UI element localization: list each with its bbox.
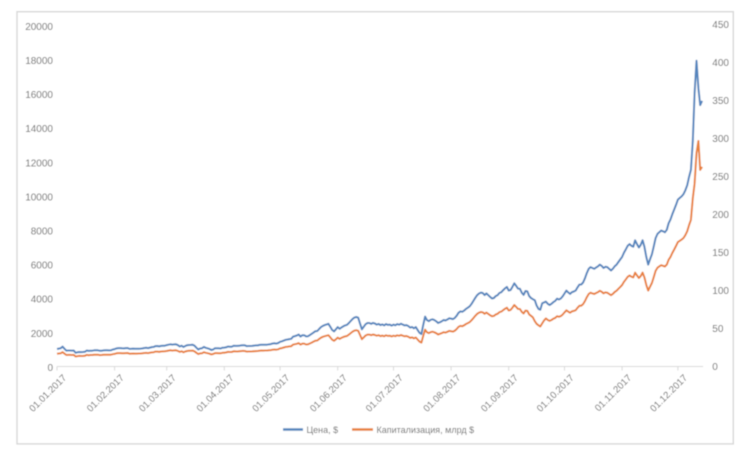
- svg-text:20000: 20000: [25, 22, 53, 33]
- svg-text:200: 200: [712, 210, 729, 221]
- svg-text:6000: 6000: [31, 261, 54, 272]
- svg-text:16000: 16000: [25, 90, 53, 101]
- svg-text:350: 350: [712, 96, 729, 107]
- svg-text:14000: 14000: [25, 124, 53, 135]
- svg-text:4000: 4000: [31, 295, 54, 306]
- svg-text:0: 0: [47, 363, 53, 374]
- svg-text:50: 50: [712, 324, 724, 335]
- svg-text:Капитализация, млрд $: Капитализация, млрд $: [377, 425, 475, 435]
- svg-text:12000: 12000: [25, 158, 53, 169]
- svg-text:100: 100: [712, 286, 729, 297]
- svg-text:400: 400: [712, 58, 729, 69]
- svg-text:150: 150: [712, 248, 729, 259]
- svg-text:10000: 10000: [25, 192, 53, 203]
- svg-text:300: 300: [712, 134, 729, 145]
- svg-text:18000: 18000: [25, 56, 53, 67]
- svg-text:2000: 2000: [31, 329, 54, 340]
- svg-text:8000: 8000: [31, 227, 54, 238]
- svg-text:0: 0: [712, 362, 718, 373]
- svg-text:250: 250: [712, 172, 729, 183]
- svg-text:450: 450: [712, 20, 729, 31]
- svg-text:Цена, $: Цена, $: [307, 425, 339, 435]
